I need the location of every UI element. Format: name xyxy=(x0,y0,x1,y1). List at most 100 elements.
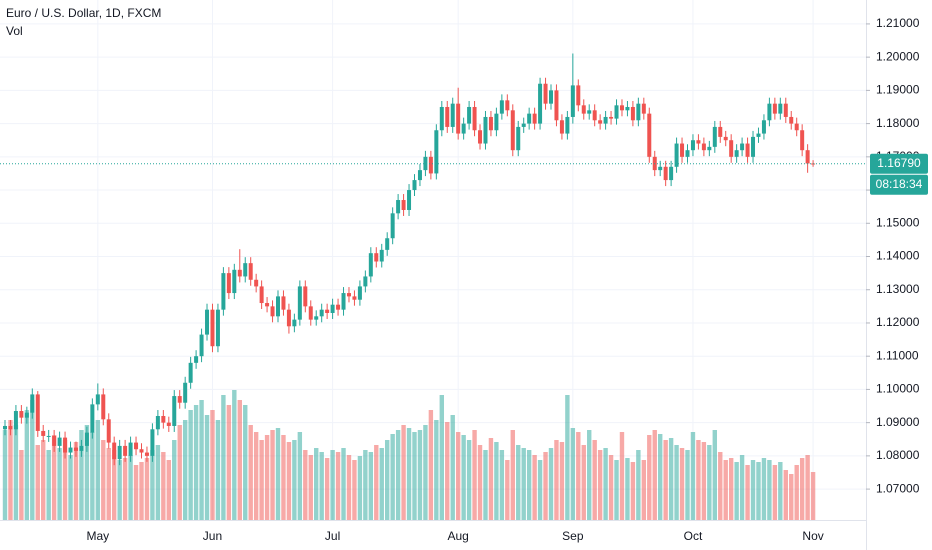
volume-bar xyxy=(95,420,101,520)
volume-bar xyxy=(330,450,335,520)
candle-body xyxy=(292,319,297,327)
candle-body xyxy=(483,116,488,144)
candle-body xyxy=(308,306,313,320)
candle-body xyxy=(510,110,515,151)
volume-bar xyxy=(565,395,570,520)
volume-bar xyxy=(166,460,171,520)
candle-body xyxy=(390,213,395,239)
candle-body xyxy=(352,296,357,300)
candle-body xyxy=(226,273,231,294)
volume-bar xyxy=(73,442,79,520)
volume-bar xyxy=(368,452,374,520)
candle-body xyxy=(166,422,171,426)
volume-bar xyxy=(106,448,111,520)
candle-body xyxy=(407,190,412,210)
volume-label: Vol xyxy=(6,24,23,38)
candle-body xyxy=(90,404,95,433)
y-tick-label: 1.09000 xyxy=(876,415,920,429)
candle-body xyxy=(603,116,608,124)
candle-body xyxy=(265,303,270,307)
candle-body xyxy=(281,296,286,310)
candle-body xyxy=(412,180,417,191)
volume-bar xyxy=(346,455,352,520)
volume-bar xyxy=(739,455,745,520)
volume-bar xyxy=(155,445,161,520)
volume-bar xyxy=(592,440,597,520)
volume-bar xyxy=(221,395,226,520)
candle-body xyxy=(598,120,603,124)
volume-bar xyxy=(406,428,412,520)
candle-body xyxy=(232,269,237,294)
candle-body xyxy=(740,143,745,151)
volume-bar xyxy=(199,400,204,520)
volume-bar xyxy=(172,440,177,520)
candle-body xyxy=(630,106,635,121)
candle-body xyxy=(461,123,466,134)
volume-bar xyxy=(35,445,40,520)
candle-body xyxy=(543,83,548,104)
volume-bar xyxy=(363,450,368,520)
candle-body xyxy=(35,394,40,431)
volume-bar xyxy=(275,428,281,520)
candle-body xyxy=(701,143,706,151)
volume-bar xyxy=(232,390,237,520)
volume-bar xyxy=(226,405,232,520)
candle-body xyxy=(417,170,422,181)
candle-body xyxy=(270,306,275,317)
candle-body xyxy=(172,396,177,426)
volume-bar xyxy=(483,450,488,520)
candle-body xyxy=(685,150,690,157)
candle-body xyxy=(499,100,504,114)
candle-body xyxy=(609,116,614,119)
volume-bar xyxy=(679,448,685,520)
volume-bar xyxy=(450,415,455,520)
candle-body xyxy=(756,133,761,137)
candle-body xyxy=(325,309,330,313)
volume-bar xyxy=(374,445,379,520)
candle-body xyxy=(13,411,18,430)
candle-body xyxy=(199,334,204,357)
candle-body xyxy=(8,425,13,430)
volume-bar xyxy=(412,432,417,520)
candle-body xyxy=(139,449,144,453)
candle-body xyxy=(248,263,253,280)
volume-bar xyxy=(308,455,313,520)
candle-body xyxy=(761,120,766,134)
candle-body xyxy=(472,106,477,131)
candle-body xyxy=(319,309,324,317)
candle-body xyxy=(73,447,78,451)
volume-bar xyxy=(636,450,641,520)
volume-bar xyxy=(810,472,816,520)
volume-bar xyxy=(423,425,428,520)
volume-bar xyxy=(210,410,215,520)
candle-body xyxy=(112,442,117,460)
volume-bar xyxy=(259,440,264,520)
x-tick-label: Sep xyxy=(562,529,584,543)
candle-body xyxy=(183,382,188,403)
x-tick-label: Jul xyxy=(325,529,340,543)
volume-bar xyxy=(439,395,444,520)
candle-body xyxy=(363,276,368,287)
y-tick-label: 1.20000 xyxy=(876,49,920,63)
volume-bar xyxy=(90,432,95,520)
volume-bar xyxy=(581,445,586,520)
volume-bar xyxy=(696,440,701,520)
candle-body xyxy=(57,437,62,446)
volume-bar xyxy=(352,460,357,520)
candle-body xyxy=(128,442,133,456)
candle-body xyxy=(570,85,575,117)
volume-bar xyxy=(526,450,532,520)
volume-bar xyxy=(324,458,330,520)
candle-body xyxy=(243,263,248,277)
last-price-tag xyxy=(870,153,928,174)
volume-bar xyxy=(188,410,193,520)
volume-bar xyxy=(253,432,259,520)
candle-body xyxy=(303,286,308,307)
candle-body xyxy=(314,316,319,320)
volume-bar xyxy=(799,458,805,520)
chart-title: Euro / U.S. Dollar, 1D, FXCM xyxy=(6,6,161,20)
volume-bar xyxy=(248,425,253,520)
volume-bar xyxy=(243,405,248,520)
volume-bar xyxy=(445,422,450,520)
